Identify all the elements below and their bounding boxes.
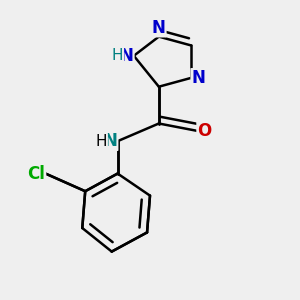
Text: N: N [152,19,166,37]
Text: N: N [104,132,118,150]
Text: H: H [112,48,123,63]
Text: N: N [191,69,205,87]
Text: N: N [120,47,134,65]
Text: Cl: Cl [28,165,46,183]
Text: O: O [197,122,212,140]
Text: H: H [96,134,107,149]
